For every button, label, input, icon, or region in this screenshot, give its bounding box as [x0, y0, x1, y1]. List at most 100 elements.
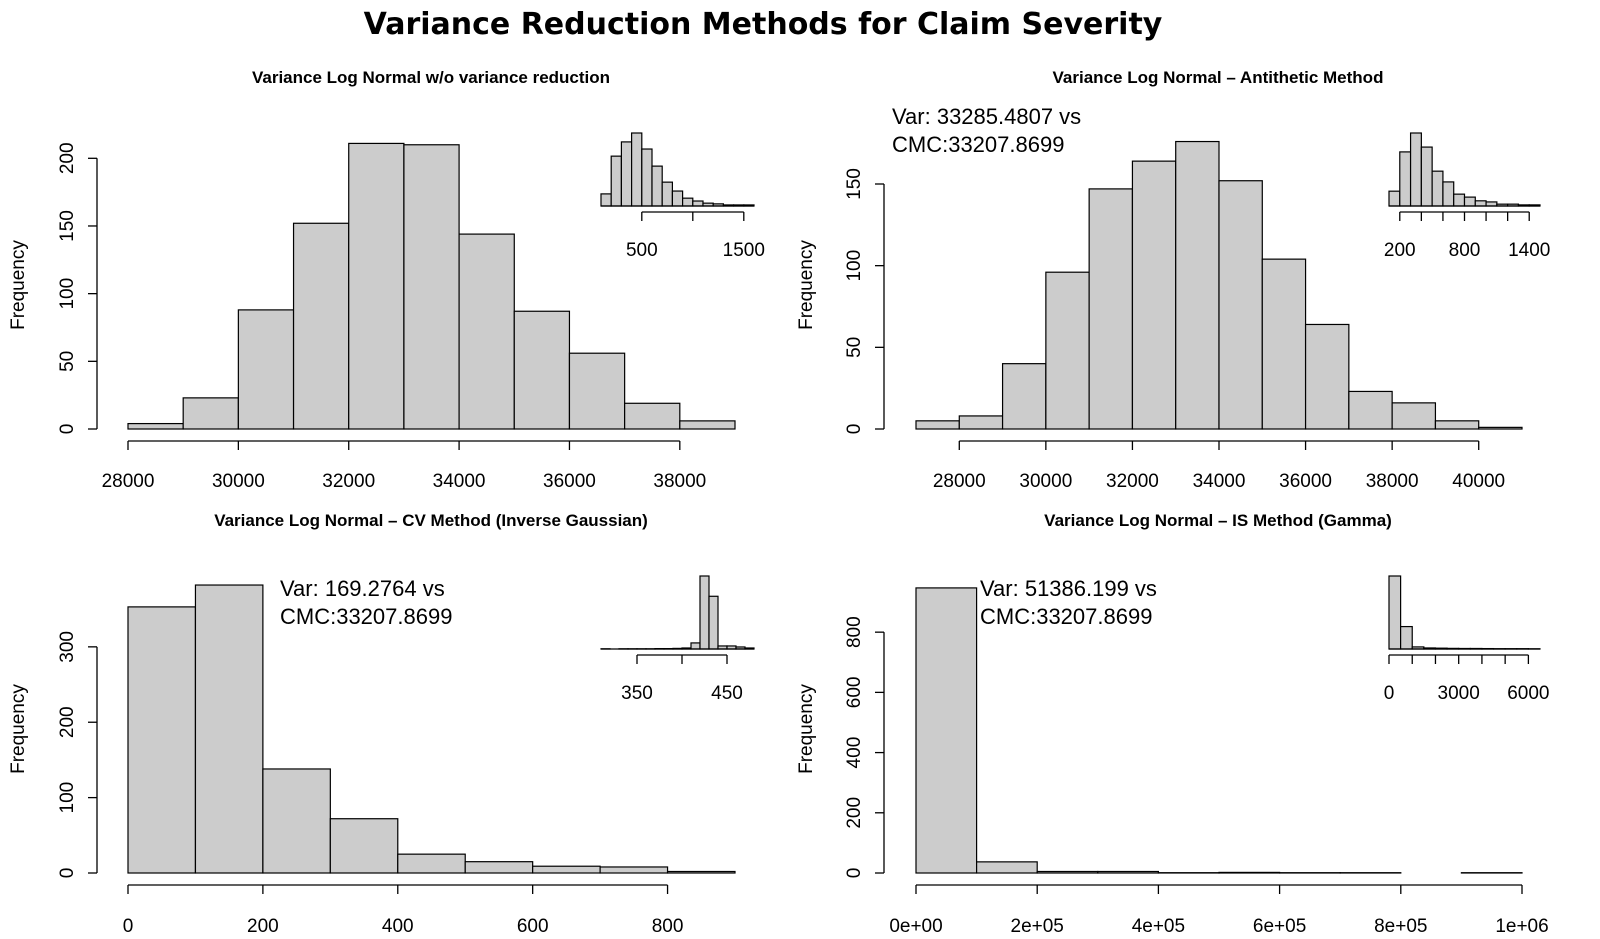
bar [1409, 132, 1422, 207]
bar [182, 397, 239, 430]
y-tick-label: 150 [844, 168, 865, 200]
bar [1420, 146, 1433, 207]
x-tick-label: 350 [621, 683, 653, 704]
x-tick-label: 200 [247, 916, 279, 937]
y-tick-label: 100 [57, 782, 78, 814]
bar [1097, 870, 1160, 874]
x-tick-label: 600 [517, 916, 549, 937]
y-tick-label: 600 [844, 677, 865, 709]
bar [348, 142, 405, 430]
x-tick-label: 0 [1384, 683, 1395, 704]
bar [679, 420, 736, 430]
bar [1175, 140, 1220, 430]
x-tick-label: 6e+05 [1253, 916, 1306, 937]
bar [1399, 151, 1412, 207]
x-tick-label: 28000 [933, 471, 986, 492]
bar [1442, 181, 1455, 207]
x-tick-label: 3000 [1438, 683, 1480, 704]
bar [262, 768, 331, 874]
x-tick-label: 1500 [723, 240, 765, 261]
x-tick-label: 30000 [212, 471, 265, 492]
bar [127, 422, 184, 430]
annotation: Var: 33285.4807 vs [892, 104, 1081, 129]
annotation: Var: 51386.199 vs [980, 576, 1157, 601]
y-tick-label: 0 [57, 868, 78, 879]
bar [651, 165, 663, 207]
y-tick-label: 50 [57, 351, 78, 372]
bar [513, 310, 571, 430]
bar [1131, 160, 1177, 430]
bar [127, 606, 197, 874]
x-tick-label: 32000 [322, 471, 375, 492]
x-tick-label: 4e+05 [1132, 916, 1185, 937]
bar [1453, 193, 1466, 207]
bar [1261, 258, 1307, 430]
y-tick-label: 800 [844, 616, 865, 648]
x-tick-label: 2e+05 [1011, 916, 1064, 937]
x-tick-label: 0e+00 [889, 916, 942, 937]
x-tick-label: 450 [711, 683, 743, 704]
bar [610, 155, 623, 207]
bar [194, 584, 264, 874]
x-tick-label: 38000 [653, 471, 706, 492]
panel-title: Variance Log Normal – CV Method (Inverse… [214, 511, 648, 530]
x-tick-label: 40000 [1452, 471, 1505, 492]
bar [237, 309, 295, 430]
panel-title: Variance Log Normal w/o variance reducti… [252, 68, 610, 87]
x-tick-label: 34000 [1193, 471, 1246, 492]
bar [568, 352, 626, 430]
y-tick-label: 0 [844, 424, 865, 435]
bar [1478, 426, 1523, 430]
x-tick-label: 1400 [1508, 240, 1550, 261]
bar [958, 415, 1004, 430]
bar [1388, 575, 1402, 650]
y-tick-label: 0 [57, 424, 78, 435]
bar [397, 853, 466, 874]
panel-title: Variance Log Normal – Antithetic Method [1053, 68, 1384, 87]
bar [458, 233, 515, 430]
bar [661, 181, 674, 207]
bar [620, 141, 633, 207]
bar [671, 190, 684, 207]
bar [1431, 170, 1444, 207]
annotation: CMC:33207.8699 [980, 604, 1152, 629]
y-tick-label: 50 [844, 337, 865, 358]
bar [708, 595, 719, 650]
bar [681, 197, 694, 207]
bar [403, 144, 460, 430]
bar [1304, 323, 1350, 430]
y-tick-label: 200 [57, 142, 78, 174]
x-tick-label: 800 [1449, 240, 1481, 261]
bar [1474, 200, 1487, 207]
bar [699, 575, 710, 650]
x-tick-label: 400 [382, 916, 414, 937]
bar [915, 420, 960, 430]
y-tick-label: 100 [57, 278, 78, 310]
y-axis-label: Frequency [8, 240, 29, 330]
y-tick-label: 400 [844, 737, 865, 769]
main-title: Variance Reduction Methods for Claim Sev… [364, 7, 1163, 42]
bar [666, 870, 736, 874]
y-tick-label: 100 [844, 250, 865, 282]
x-tick-label: 0 [123, 916, 134, 937]
bar [599, 866, 669, 874]
x-tick-label: 200 [1384, 240, 1416, 261]
annotation: CMC:33207.8699 [892, 132, 1064, 157]
bar [1001, 363, 1047, 430]
bar [915, 587, 978, 874]
y-axis-label: Frequency [796, 684, 817, 774]
x-tick-label: 1e+06 [1495, 916, 1548, 937]
bar [1434, 420, 1480, 430]
bar [600, 193, 612, 207]
y-axis-label: Frequency [8, 684, 29, 774]
bar [1036, 870, 1099, 874]
x-tick-label: 34000 [433, 471, 486, 492]
bar [1391, 402, 1437, 430]
x-tick-label: 36000 [543, 471, 596, 492]
bar [464, 861, 534, 874]
y-axis-label: Frequency [796, 240, 817, 330]
panel-title: Variance Log Normal – IS Method (Gamma) [1044, 511, 1392, 530]
x-tick-label: 800 [652, 916, 684, 937]
bar [1400, 625, 1413, 650]
